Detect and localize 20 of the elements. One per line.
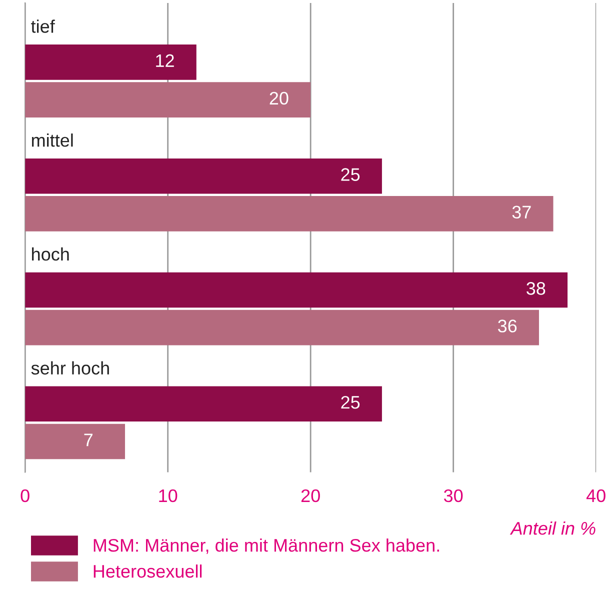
x-tick-label: 20 [301,489,320,502]
x-axis-title: Anteil in % [510,522,596,535]
data-label: 12 [156,54,174,67]
x-tick-label: 10 [159,489,178,502]
x-tick-label: 0 [20,489,30,502]
legend-label: MSM: Männer, die mit Männern Sex haben. [94,538,439,554]
data-label: 36 [498,320,517,332]
y-tick-label: sehr hoch [31,361,109,375]
data-label: 37 [512,206,531,219]
data-label: 7 [84,434,92,446]
y-tick-label: tief [31,20,55,33]
y-tick-label: mittel [32,134,73,147]
x-tick-label: 40 [586,489,606,502]
y-tick-label: hoch [32,247,69,261]
data-label: 38 [526,282,546,295]
legend-label: Heterosexuell [94,564,202,578]
data-label: 25 [341,168,360,181]
x-tick-label: 30 [444,489,463,502]
data-label: 25 [341,396,360,409]
data-label: 20 [270,92,288,105]
